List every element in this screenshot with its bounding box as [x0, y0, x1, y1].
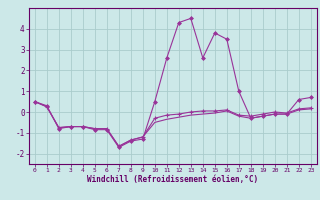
X-axis label: Windchill (Refroidissement éolien,°C): Windchill (Refroidissement éolien,°C) [87, 175, 258, 184]
